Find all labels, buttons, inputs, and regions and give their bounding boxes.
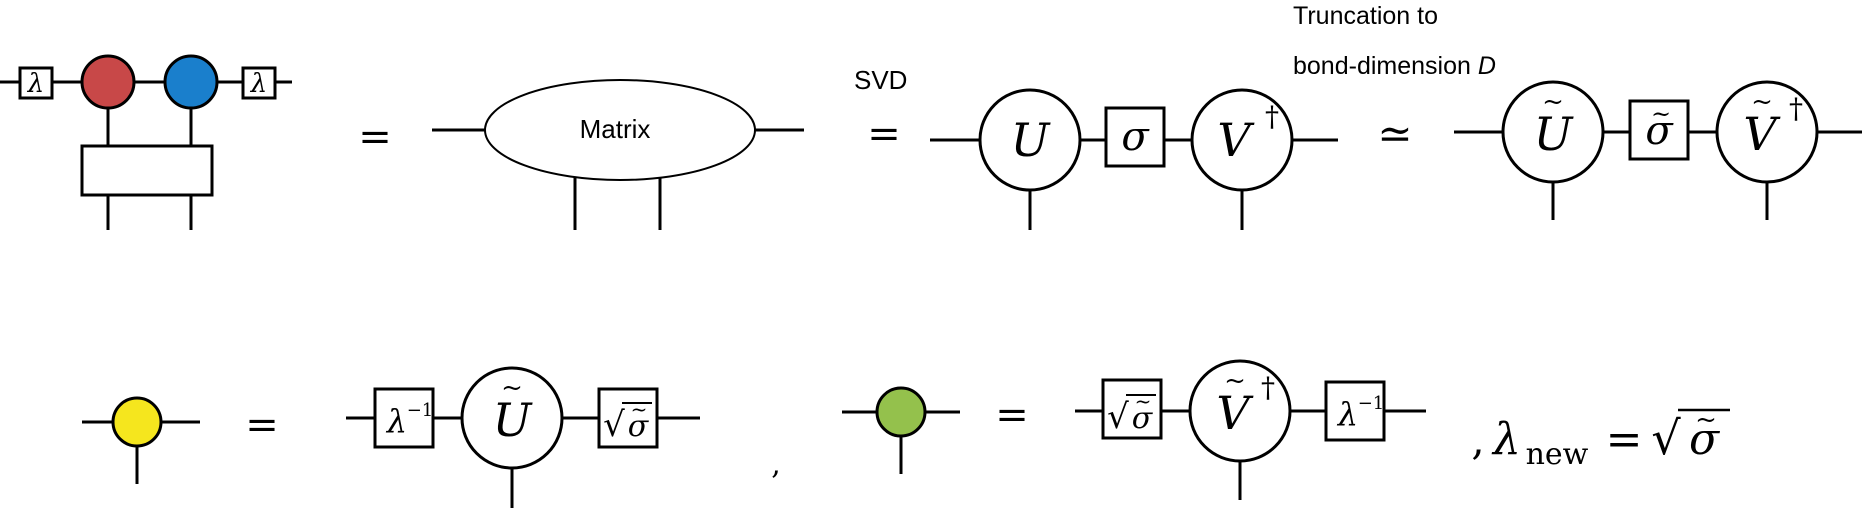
matrix-ellipse: [484, 79, 756, 181]
blue-tensor-node: [163, 54, 219, 110]
lambda-inverse-box-right: [1324, 380, 1386, 442]
U-tilde-mark-2: ~: [501, 373, 523, 403]
equals-sign-4: =: [995, 392, 1029, 438]
red-tensor-node: [80, 54, 136, 110]
lambda-new-comma: ,: [1471, 415, 1484, 464]
sigma-tilde-mark: ~: [1651, 100, 1671, 128]
V-dagger-mark: †: [1265, 100, 1279, 133]
sigma-tilde-box: [1628, 99, 1690, 161]
lambda-inverse-box-left: [373, 387, 435, 449]
V-tilde-symbol: V: [1743, 107, 1781, 161]
yellow-tensor-node: [111, 396, 163, 448]
mps-pair-with-lambdas: λ λ: [0, 54, 292, 230]
svd-label: SVD: [854, 65, 907, 95]
lambda-inverse-base-right: λ: [1336, 395, 1358, 433]
sigma-tilde-mark-right: ~: [1135, 389, 1152, 413]
U-symbol: U: [1011, 113, 1052, 167]
sqrt-sign-left: √: [603, 405, 625, 445]
U-tilde-tensor-circle-2: [460, 366, 564, 470]
lambda-right-symbol: λ: [250, 69, 267, 99]
lambda-left-box: [18, 66, 54, 100]
matrix-label: Matrix: [580, 114, 651, 144]
sigma-symbol-right: σ: [1132, 401, 1154, 436]
V-tilde-mark: ~: [1751, 87, 1773, 117]
sigma-tilde-mark-left: ~: [631, 397, 648, 421]
lambda-inverse-exp-right: −1: [1358, 393, 1385, 414]
equals-sign-1: =: [358, 114, 392, 160]
sigma-box: [1104, 106, 1166, 168]
U-tilde-symbol: U: [1534, 107, 1575, 161]
lambda-new-sigma-tilde: ~: [1695, 405, 1717, 435]
sqrt-sign-right: √: [1107, 397, 1129, 437]
svd-decomposition: U σ V †: [930, 88, 1338, 230]
lambda-new-sqrt-sign: √: [1651, 411, 1681, 465]
U-tilde-tensor-circle: [1501, 80, 1605, 184]
lambda-new-subscript: new: [1526, 437, 1589, 472]
lambda-inverse-base-left: λ: [385, 402, 407, 440]
lambda-right-box: [241, 66, 277, 100]
V-tilde-dagger-tensor-circle: [1715, 80, 1819, 184]
lambda-new-equation: , λ new = √ σ ~: [1471, 405, 1730, 472]
U-tensor-circle: [978, 88, 1082, 192]
truncation-label-line1: Truncation to: [1293, 2, 1438, 30]
V-tilde-dagger-tensor-circle-2: [1188, 359, 1292, 463]
U-tilde-mark: ~: [1542, 87, 1564, 117]
yellow-tensor-definition: λ −1 U ~ √ σ ~: [346, 366, 700, 508]
lambda-left-symbol: λ: [27, 69, 44, 99]
truncation-label-line2: bond-dimension D: [1293, 52, 1496, 80]
U-tilde-symbol-2: U: [493, 393, 534, 447]
sigma-symbol: σ: [1121, 114, 1150, 160]
equals-sign-3: =: [245, 402, 279, 448]
lambda-inverse-exp-left: −1: [407, 400, 434, 421]
V-tilde-mark-2: ~: [1224, 366, 1246, 396]
approx-sign: ≃: [1377, 109, 1412, 158]
matrix-tensor: Matrix: [432, 79, 804, 230]
green-tensor-definition: √ σ ~ V ~ † λ −1: [1075, 359, 1426, 500]
V-tilde-dagger-mark: †: [1789, 92, 1803, 125]
sqrt-sigma-box-left: [597, 387, 659, 449]
green-tensor-group: [842, 386, 960, 474]
green-tensor-node: [875, 386, 927, 438]
lambda-new-sigma: σ: [1689, 414, 1721, 465]
V-symbol: V: [1217, 113, 1255, 167]
V-tilde-dagger-mark-2: †: [1261, 371, 1275, 404]
lambda-new-equals: =: [1606, 414, 1643, 465]
V-tilde-symbol-2: V: [1216, 386, 1254, 440]
equals-sign-2: =: [867, 111, 901, 157]
truncated-svd-decomposition: U ~ σ ~ V ~ †: [1454, 80, 1862, 220]
comma-separator: ,: [771, 447, 781, 482]
sigma-tilde-symbol: σ: [1645, 108, 1674, 154]
lambda-new-base: λ: [1491, 414, 1521, 465]
yellow-tensor-group: [82, 396, 200, 484]
sqrt-sigma-box-right: [1101, 378, 1163, 440]
two-site-gate-box: [80, 144, 214, 197]
sigma-symbol-left: σ: [628, 409, 650, 444]
V-dagger-tensor-circle: [1190, 88, 1294, 192]
